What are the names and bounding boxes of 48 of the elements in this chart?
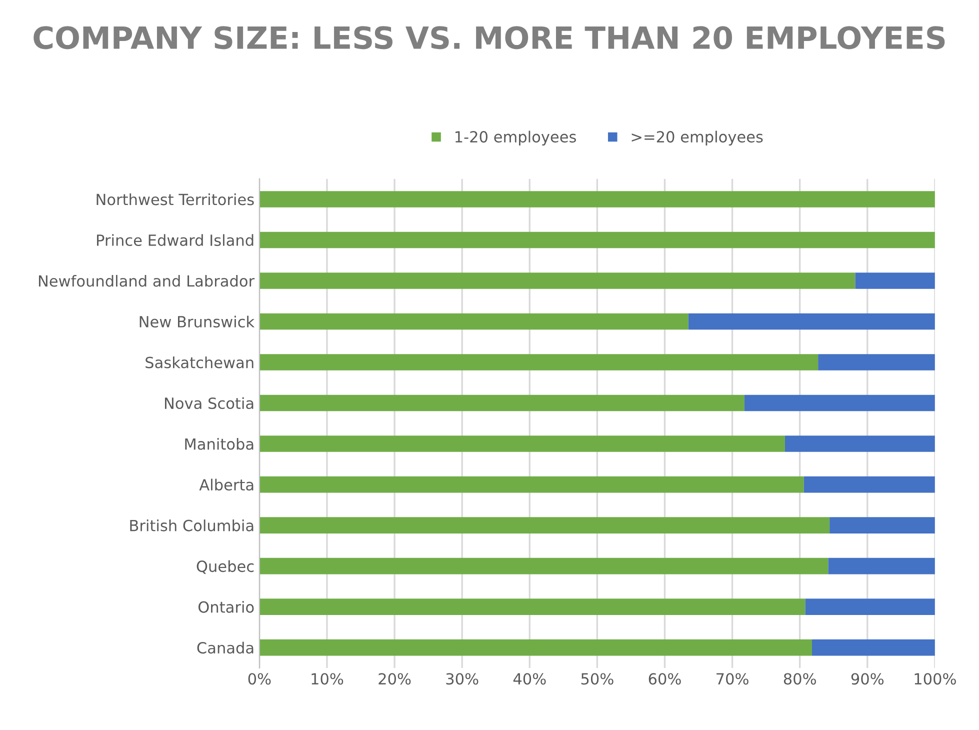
bar — [259, 476, 804, 493]
x-tick-label: 20% — [378, 673, 411, 685]
bar — [812, 639, 935, 656]
x-tick-label: 70% — [716, 673, 748, 685]
x-tick-label: 0% — [248, 673, 271, 685]
bar — [784, 436, 935, 452]
bar — [259, 558, 828, 574]
x-tick-label: 80% — [784, 673, 816, 685]
y-tick-label: New Brunswick — [140, 316, 255, 328]
bar — [804, 476, 935, 493]
x-tick-label: 30% — [446, 673, 478, 685]
y-tick-label: Newfoundland and Labrador — [38, 274, 255, 287]
bar — [259, 313, 688, 330]
y-tick-label: Alberta — [199, 478, 254, 491]
bar — [855, 272, 935, 289]
bar — [259, 639, 812, 656]
x-tick-label: 40% — [513, 673, 546, 685]
bar — [828, 558, 935, 574]
y-tick-label: Quebec — [196, 560, 254, 574]
x-tick-label: 100% — [914, 673, 956, 685]
y-tick-label: Northwest Territories — [96, 193, 254, 206]
bar — [688, 313, 935, 330]
x-tick-label: 90% — [851, 673, 884, 685]
bar — [818, 354, 935, 370]
bar — [744, 394, 935, 412]
bar — [259, 394, 744, 412]
x-tick-label: 10% — [312, 673, 344, 685]
x-tick-label: 60% — [648, 673, 681, 685]
legend-label: >=20 employees — [632, 130, 763, 146]
bar — [259, 354, 818, 370]
bar — [259, 191, 935, 208]
legend-label: 1-20 employees — [456, 130, 576, 146]
bar — [259, 598, 806, 615]
y-tick-label: Ontario — [198, 601, 254, 613]
bar — [259, 272, 856, 289]
y-tick-label: Prince Edward Island — [97, 234, 254, 246]
x-tick-label: 50% — [581, 673, 614, 685]
bar — [259, 436, 785, 452]
y-tick-label: British Columbia — [130, 519, 254, 532]
y-tick-label: Canada — [197, 642, 254, 654]
bar — [259, 517, 830, 534]
bar — [259, 232, 935, 248]
y-tick-label: Saskatchewan — [146, 356, 254, 368]
chart-title: COMPANY SIZE: LESS VS. MORE THAN 20 EMPLOYEES — [34, 26, 945, 50]
bar — [830, 517, 935, 534]
y-tick-label: Nova Scotia — [164, 397, 254, 410]
y-tick-label: Manitoba — [185, 438, 254, 450]
bar — [805, 598, 935, 615]
